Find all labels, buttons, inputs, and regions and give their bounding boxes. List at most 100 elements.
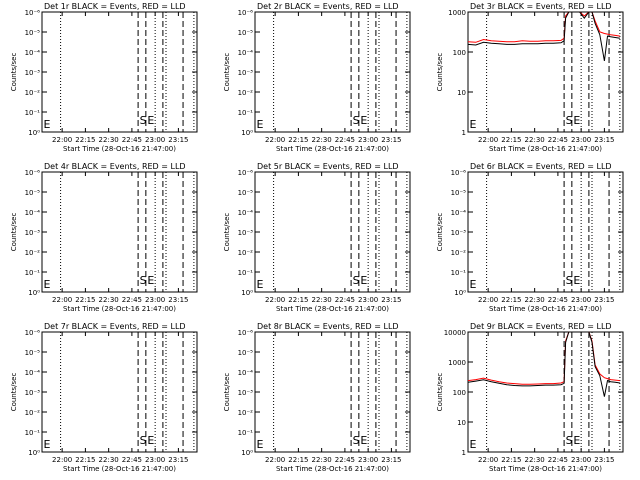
y-tick-label: 10⁻¹ <box>238 269 254 277</box>
x-tick-label: 23:00 <box>358 136 378 144</box>
x-tick-label: 22:15 <box>75 296 95 304</box>
y-tick-label: 10⁰ <box>454 289 466 297</box>
y-tick-label: 10⁻⁴ <box>238 369 254 377</box>
start-marker-s: S <box>140 274 147 287</box>
y-tick-label: 10⁻² <box>238 409 254 417</box>
start-marker-s: S <box>566 434 573 447</box>
x-tick-label: 22:00 <box>265 136 285 144</box>
x-axis-label: Start Time (28-Oct-16 21:47:00) <box>276 465 389 473</box>
x-tick-label: 22:30 <box>525 456 545 464</box>
series-line-events <box>467 331 620 397</box>
y-tick-label: 10⁻⁶ <box>238 169 254 177</box>
plot-frame <box>41 11 198 133</box>
y-tick-label: 10⁻³ <box>238 69 254 77</box>
x-tick-label: 22:15 <box>501 456 521 464</box>
x-tick-label: 22:45 <box>548 136 568 144</box>
left-marker-e: E <box>44 438 51 451</box>
y-tick-label: 10⁻⁵ <box>451 189 467 197</box>
left-marker-e: E <box>470 278 477 291</box>
left-marker-e: E <box>44 118 51 131</box>
y-tick-label: 10⁻⁵ <box>238 349 254 357</box>
chart-title: Det 6r BLACK = Events, RED = LLD <box>470 162 612 171</box>
y-tick-label: 10⁻¹ <box>451 269 467 277</box>
chart-title: Det 8r BLACK = Events, RED = LLD <box>257 322 399 331</box>
x-tick-label: 22:45 <box>548 456 568 464</box>
x-tick-label: 22:00 <box>52 296 72 304</box>
x-axis-label: Start Time (28-Oct-16 21:47:00) <box>276 305 389 313</box>
y-tick-label: 1000 <box>448 9 466 17</box>
x-tick-label: 23:00 <box>145 456 165 464</box>
plot-frame <box>467 171 624 293</box>
x-tick-label: 23:00 <box>571 296 591 304</box>
start-marker-s: S <box>566 274 573 287</box>
end-marker-e: E <box>573 274 580 287</box>
y-tick-label: 10⁰ <box>28 129 40 137</box>
chart-panel-3: Det 3r BLACK = Events, RED = LLD 22:00 22:… <box>436 2 624 153</box>
y-tick-label: 10⁻² <box>25 249 41 257</box>
x-tick-label: 23:15 <box>381 456 401 464</box>
y-tick-label: 10⁻⁶ <box>238 329 254 337</box>
y-tick-label: 10⁻⁴ <box>25 369 41 377</box>
y-tick-label: 10⁻¹ <box>238 429 254 437</box>
x-tick-label: 23:15 <box>168 456 188 464</box>
y-tick-label: 10⁰ <box>241 449 253 457</box>
x-tick-label: 22:15 <box>75 136 95 144</box>
x-tick-label: 22:15 <box>288 456 308 464</box>
y-tick-label: 10⁻² <box>25 409 41 417</box>
x-tick-label: 22:30 <box>525 296 545 304</box>
y-tick-label: 10⁻⁴ <box>238 49 254 57</box>
start-marker-s: S <box>140 434 147 447</box>
y-tick-label: 10⁰ <box>241 289 253 297</box>
x-tick-label: 23:15 <box>381 136 401 144</box>
left-marker-e: E <box>257 438 264 451</box>
y-tick-label: 10⁻² <box>238 89 254 97</box>
y-tick-label: 10⁻³ <box>25 229 41 237</box>
plot-frame <box>467 11 624 133</box>
y-axis-label: Counts/sec <box>10 53 18 92</box>
end-marker-e: E <box>360 274 367 287</box>
x-tick-label: 23:15 <box>594 456 614 464</box>
y-axis-label: Counts/sec <box>436 53 444 92</box>
x-tick-label: 22:45 <box>335 296 355 304</box>
plot-frame <box>254 171 411 293</box>
y-axis-label: Counts/sec <box>223 53 231 92</box>
x-tick-label: 23:00 <box>145 136 165 144</box>
y-axis-label: Counts/sec <box>223 213 231 252</box>
y-tick-label: 1 <box>462 129 466 137</box>
left-marker-e: E <box>257 118 264 131</box>
end-marker-e: E <box>147 114 154 127</box>
x-tick-label: 22:45 <box>548 296 568 304</box>
end-marker-e: E <box>360 434 367 447</box>
chart-title: Det 3r BLACK = Events, RED = LLD <box>470 2 612 11</box>
y-tick-label: 10⁻³ <box>238 389 254 397</box>
y-tick-label: 10⁻⁶ <box>25 329 41 337</box>
x-tick-label: 22:00 <box>52 136 72 144</box>
x-tick-label: 22:30 <box>99 296 119 304</box>
end-marker-e: E <box>360 114 367 127</box>
series-line-lld <box>467 331 620 385</box>
x-tick-label: 22:00 <box>478 136 498 144</box>
chart-title: Det 1r BLACK = Events, RED = LLD <box>44 2 186 11</box>
x-tick-label: 22:00 <box>265 296 285 304</box>
end-marker-e: E <box>573 114 580 127</box>
x-tick-label: 22:30 <box>99 456 119 464</box>
y-tick-label: 10 <box>457 419 466 427</box>
y-axis-label: Counts/sec <box>436 373 444 412</box>
y-tick-label: 100 <box>453 389 466 397</box>
y-tick-label: 10⁻³ <box>25 389 41 397</box>
x-axis-label: Start Time (28-Oct-16 21:47:00) <box>489 145 602 153</box>
chart-title: Det 4r BLACK = Events, RED = LLD <box>44 162 186 171</box>
y-tick-label: 10⁻⁶ <box>25 9 41 17</box>
x-tick-label: 22:45 <box>122 136 142 144</box>
y-tick-label: 10⁻⁵ <box>25 189 41 197</box>
y-axis-label: Counts/sec <box>10 213 18 252</box>
